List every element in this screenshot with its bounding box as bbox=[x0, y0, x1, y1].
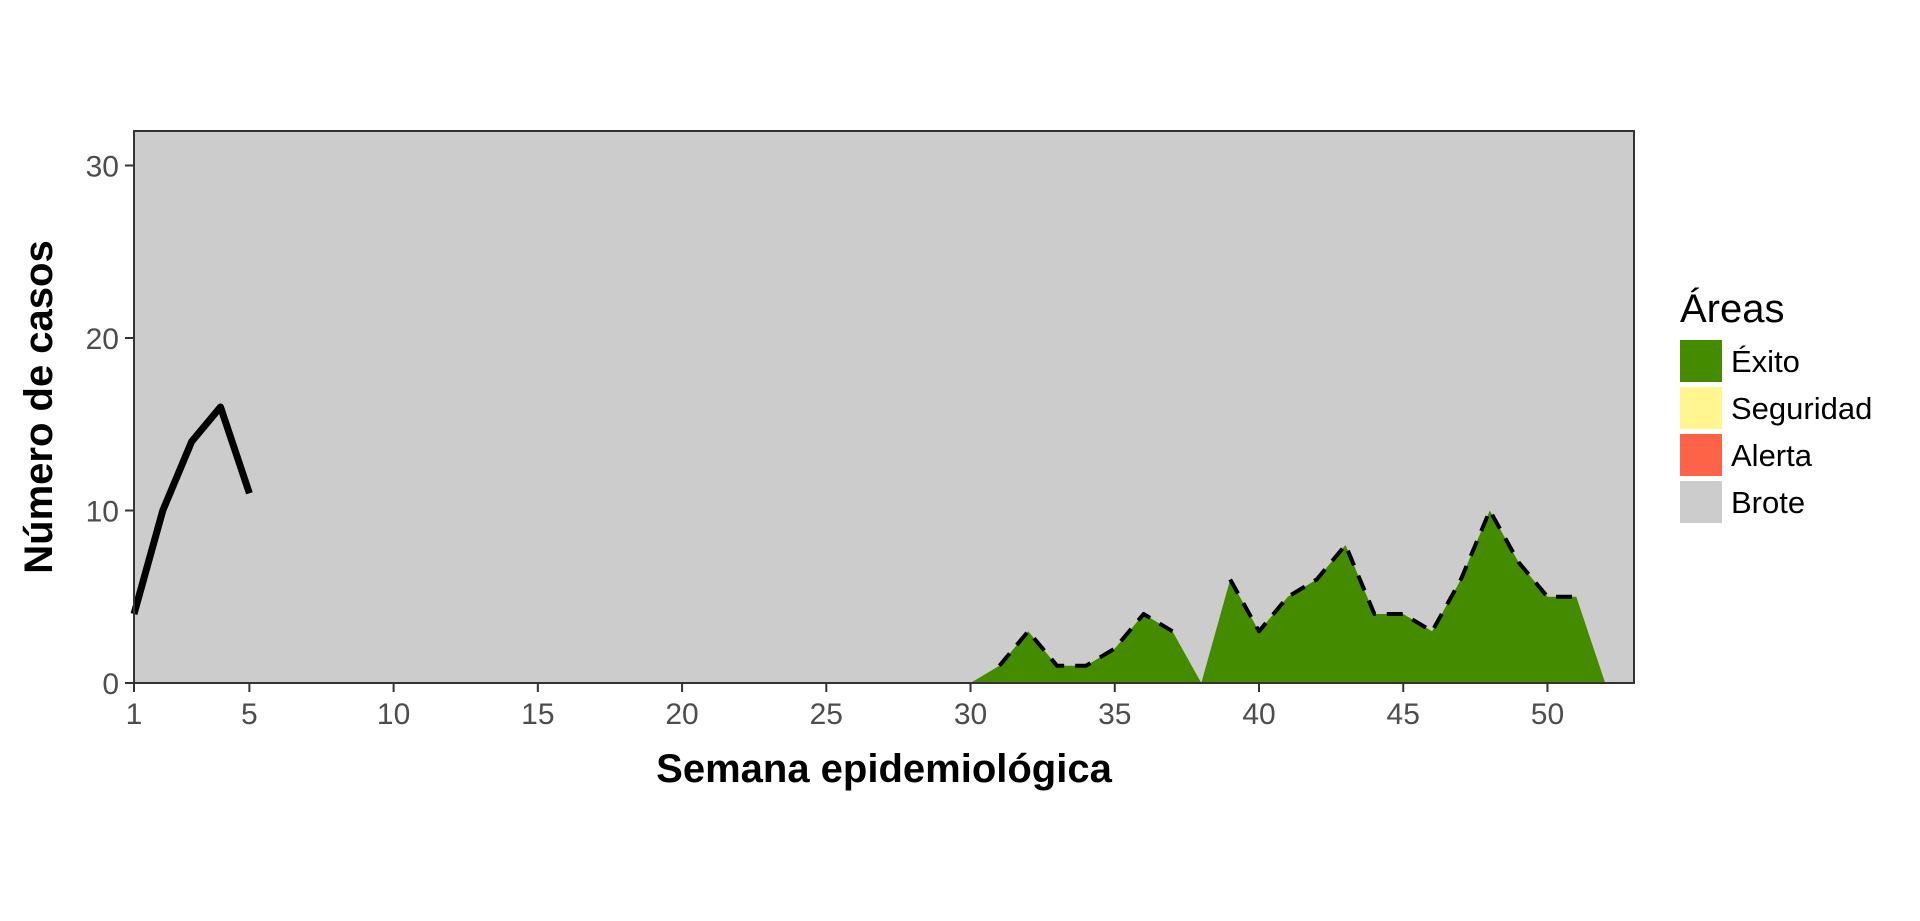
y-tick-label: 20 bbox=[86, 323, 119, 356]
y-tick-label: 10 bbox=[86, 496, 119, 529]
legend-entries: Éxito Seguridad Alerta Brote bbox=[1680, 340, 1872, 523]
x-tick-label: 45 bbox=[1387, 698, 1420, 731]
x-tick-label: 20 bbox=[665, 698, 698, 731]
legend-key-0 bbox=[1680, 340, 1722, 382]
x-tick-label: 50 bbox=[1531, 698, 1564, 731]
y-tick-label: 30 bbox=[86, 151, 119, 184]
y-axis-title: Número de casos bbox=[17, 240, 61, 573]
x-tick-label: 5 bbox=[241, 698, 258, 731]
dashed-series-line-1 bbox=[1228, 508, 1577, 634]
x-axis: 1 5 10 15 20 25 30 35 40 45 50 bbox=[126, 683, 1564, 731]
x-tick-label: 1 bbox=[126, 698, 143, 731]
y-axis: 0 10 20 30 bbox=[86, 151, 134, 701]
x-tick-label: 10 bbox=[377, 698, 410, 731]
x-axis-title: Semana epidemiológica bbox=[656, 747, 1112, 791]
legend-key-2 bbox=[1680, 434, 1722, 476]
success-area bbox=[970, 510, 1606, 683]
success-area-layer bbox=[970, 510, 1606, 683]
plot-background bbox=[134, 131, 1634, 683]
y-tick-label: 0 bbox=[102, 668, 119, 701]
legend-label-0: Éxito bbox=[1731, 344, 1800, 379]
plot-border bbox=[133, 130, 1635, 684]
legend-key-3 bbox=[1680, 481, 1722, 523]
line-layer bbox=[130, 403, 1577, 668]
legend: Áreas Éxito Seguridad Alerta Brote bbox=[1680, 286, 1872, 523]
legend-title: Áreas bbox=[1680, 286, 1785, 331]
legend-label-2: Alerta bbox=[1731, 438, 1813, 473]
x-tick-label: 30 bbox=[954, 698, 987, 731]
x-tick-label: 15 bbox=[521, 698, 554, 731]
legend-key-1 bbox=[1680, 387, 1722, 429]
solid-series-line-0 bbox=[130, 403, 253, 615]
legend-label-1: Seguridad bbox=[1731, 391, 1872, 426]
legend-label-3: Brote bbox=[1731, 485, 1805, 520]
x-tick-label: 40 bbox=[1242, 698, 1275, 731]
x-tick-label: 35 bbox=[1098, 698, 1131, 731]
dashed-series-line-0 bbox=[997, 612, 1174, 668]
x-tick-label: 25 bbox=[810, 698, 843, 731]
